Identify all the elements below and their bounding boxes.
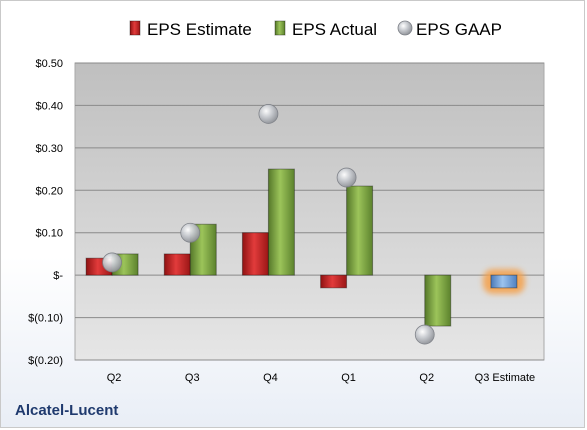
legend-swatch (397, 20, 413, 36)
point-eps-gaap (102, 252, 122, 273)
bar-eps-actual (189, 223, 217, 276)
y-tick-label: $0.10 (35, 228, 63, 240)
y-tick-label: $(0.20) (28, 355, 63, 367)
y-tick-label: $0.40 (35, 100, 63, 112)
x-tick-label: Q1 (341, 372, 356, 384)
legend-eps-gaap: EPS GAAP (397, 20, 502, 39)
legend-swatch (129, 20, 141, 36)
x-tick-label: Q2 (107, 372, 122, 384)
x-tick-label: Q3 Estimate (475, 372, 536, 384)
bar-eps-estimate-future (490, 274, 518, 289)
bar-eps-estimate (163, 253, 191, 276)
x-tick-label: Q3 (185, 372, 200, 384)
legend-eps-actual: EPS Actual (274, 20, 377, 39)
bar-eps-actual (424, 274, 452, 327)
point-eps-gaap (414, 324, 435, 345)
y-tick-label: $0.30 (35, 143, 63, 155)
y-tick-label: $0.50 (35, 58, 63, 70)
bar-eps-estimate (241, 232, 269, 276)
point-eps-gaap (180, 222, 201, 243)
legend-label: EPS GAAP (416, 20, 502, 39)
company-name: Alcatel-Lucent (15, 402, 119, 419)
bar-eps-actual (346, 185, 374, 276)
x-tick-label: Q2 (419, 372, 434, 384)
y-tick-label: $0.20 (35, 185, 63, 197)
point-eps-gaap (336, 167, 357, 188)
legend-swatch (274, 20, 286, 36)
legend-eps-estimate: EPS Estimate (129, 20, 252, 39)
y-tick-label: $- (53, 270, 63, 282)
x-tick-label: Q4 (263, 372, 278, 384)
point-eps-gaap (258, 104, 279, 124)
plot-area (74, 62, 545, 361)
legend-label: EPS Actual (292, 20, 377, 39)
legend-label: EPS Estimate (147, 20, 252, 39)
bar-eps-estimate (320, 274, 348, 289)
y-tick-label: $(0.10) (28, 313, 63, 325)
bar-eps-actual (267, 168, 295, 276)
